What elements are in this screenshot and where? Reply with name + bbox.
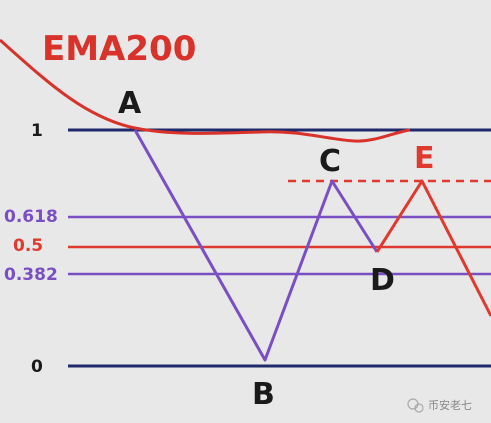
level-0382-label: 0.382 [4,265,58,285]
wechat-icon [407,398,424,413]
ema200-curve [0,38,411,143]
point-a-label: A [118,86,142,121]
abcd-path [133,129,379,362]
point-d-label: D [370,263,395,298]
de-path [375,179,491,317]
level-05-label: 0.5 [13,236,43,256]
level-0-label: 0 [31,357,43,377]
point-e-label: E [414,141,435,176]
level-1-label: 1 [31,121,43,141]
ema-title: EMA200 [42,29,196,69]
watermark-text: 币安老七 [428,398,472,412]
point-b-label: B [252,377,275,412]
point-c-label: C [319,144,341,179]
level-0618-label: 0.618 [4,207,58,227]
